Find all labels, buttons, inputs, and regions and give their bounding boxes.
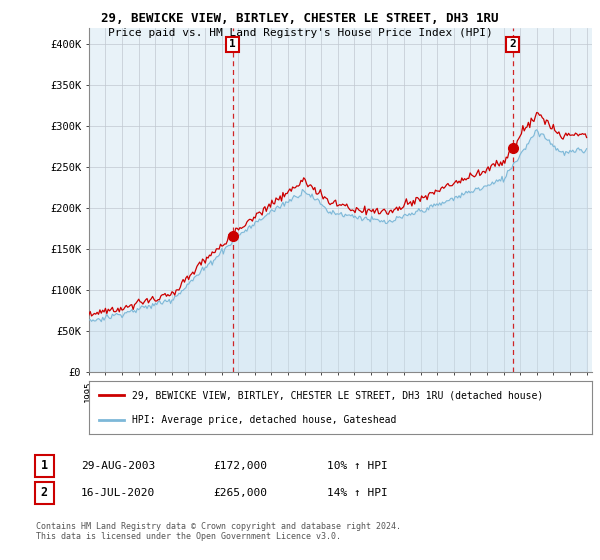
Text: 29-AUG-2003: 29-AUG-2003 bbox=[81, 461, 155, 471]
Text: 16-JUL-2020: 16-JUL-2020 bbox=[81, 488, 155, 498]
Text: 14% ↑ HPI: 14% ↑ HPI bbox=[327, 488, 388, 498]
Text: HPI: Average price, detached house, Gateshead: HPI: Average price, detached house, Gate… bbox=[131, 414, 396, 424]
Text: £172,000: £172,000 bbox=[213, 461, 267, 471]
Text: 10% ↑ HPI: 10% ↑ HPI bbox=[327, 461, 388, 471]
Text: 2: 2 bbox=[41, 486, 48, 500]
Text: 1: 1 bbox=[229, 39, 236, 49]
Text: 29, BEWICKE VIEW, BIRTLEY, CHESTER LE STREET, DH3 1RU: 29, BEWICKE VIEW, BIRTLEY, CHESTER LE ST… bbox=[101, 12, 499, 25]
Text: 2: 2 bbox=[509, 39, 516, 49]
Text: Price paid vs. HM Land Registry's House Price Index (HPI): Price paid vs. HM Land Registry's House … bbox=[107, 28, 493, 38]
Text: 29, BEWICKE VIEW, BIRTLEY, CHESTER LE STREET, DH3 1RU (detached house): 29, BEWICKE VIEW, BIRTLEY, CHESTER LE ST… bbox=[131, 390, 543, 400]
Text: £265,000: £265,000 bbox=[213, 488, 267, 498]
Text: 1: 1 bbox=[41, 459, 48, 473]
Text: Contains HM Land Registry data © Crown copyright and database right 2024.
This d: Contains HM Land Registry data © Crown c… bbox=[36, 522, 401, 542]
